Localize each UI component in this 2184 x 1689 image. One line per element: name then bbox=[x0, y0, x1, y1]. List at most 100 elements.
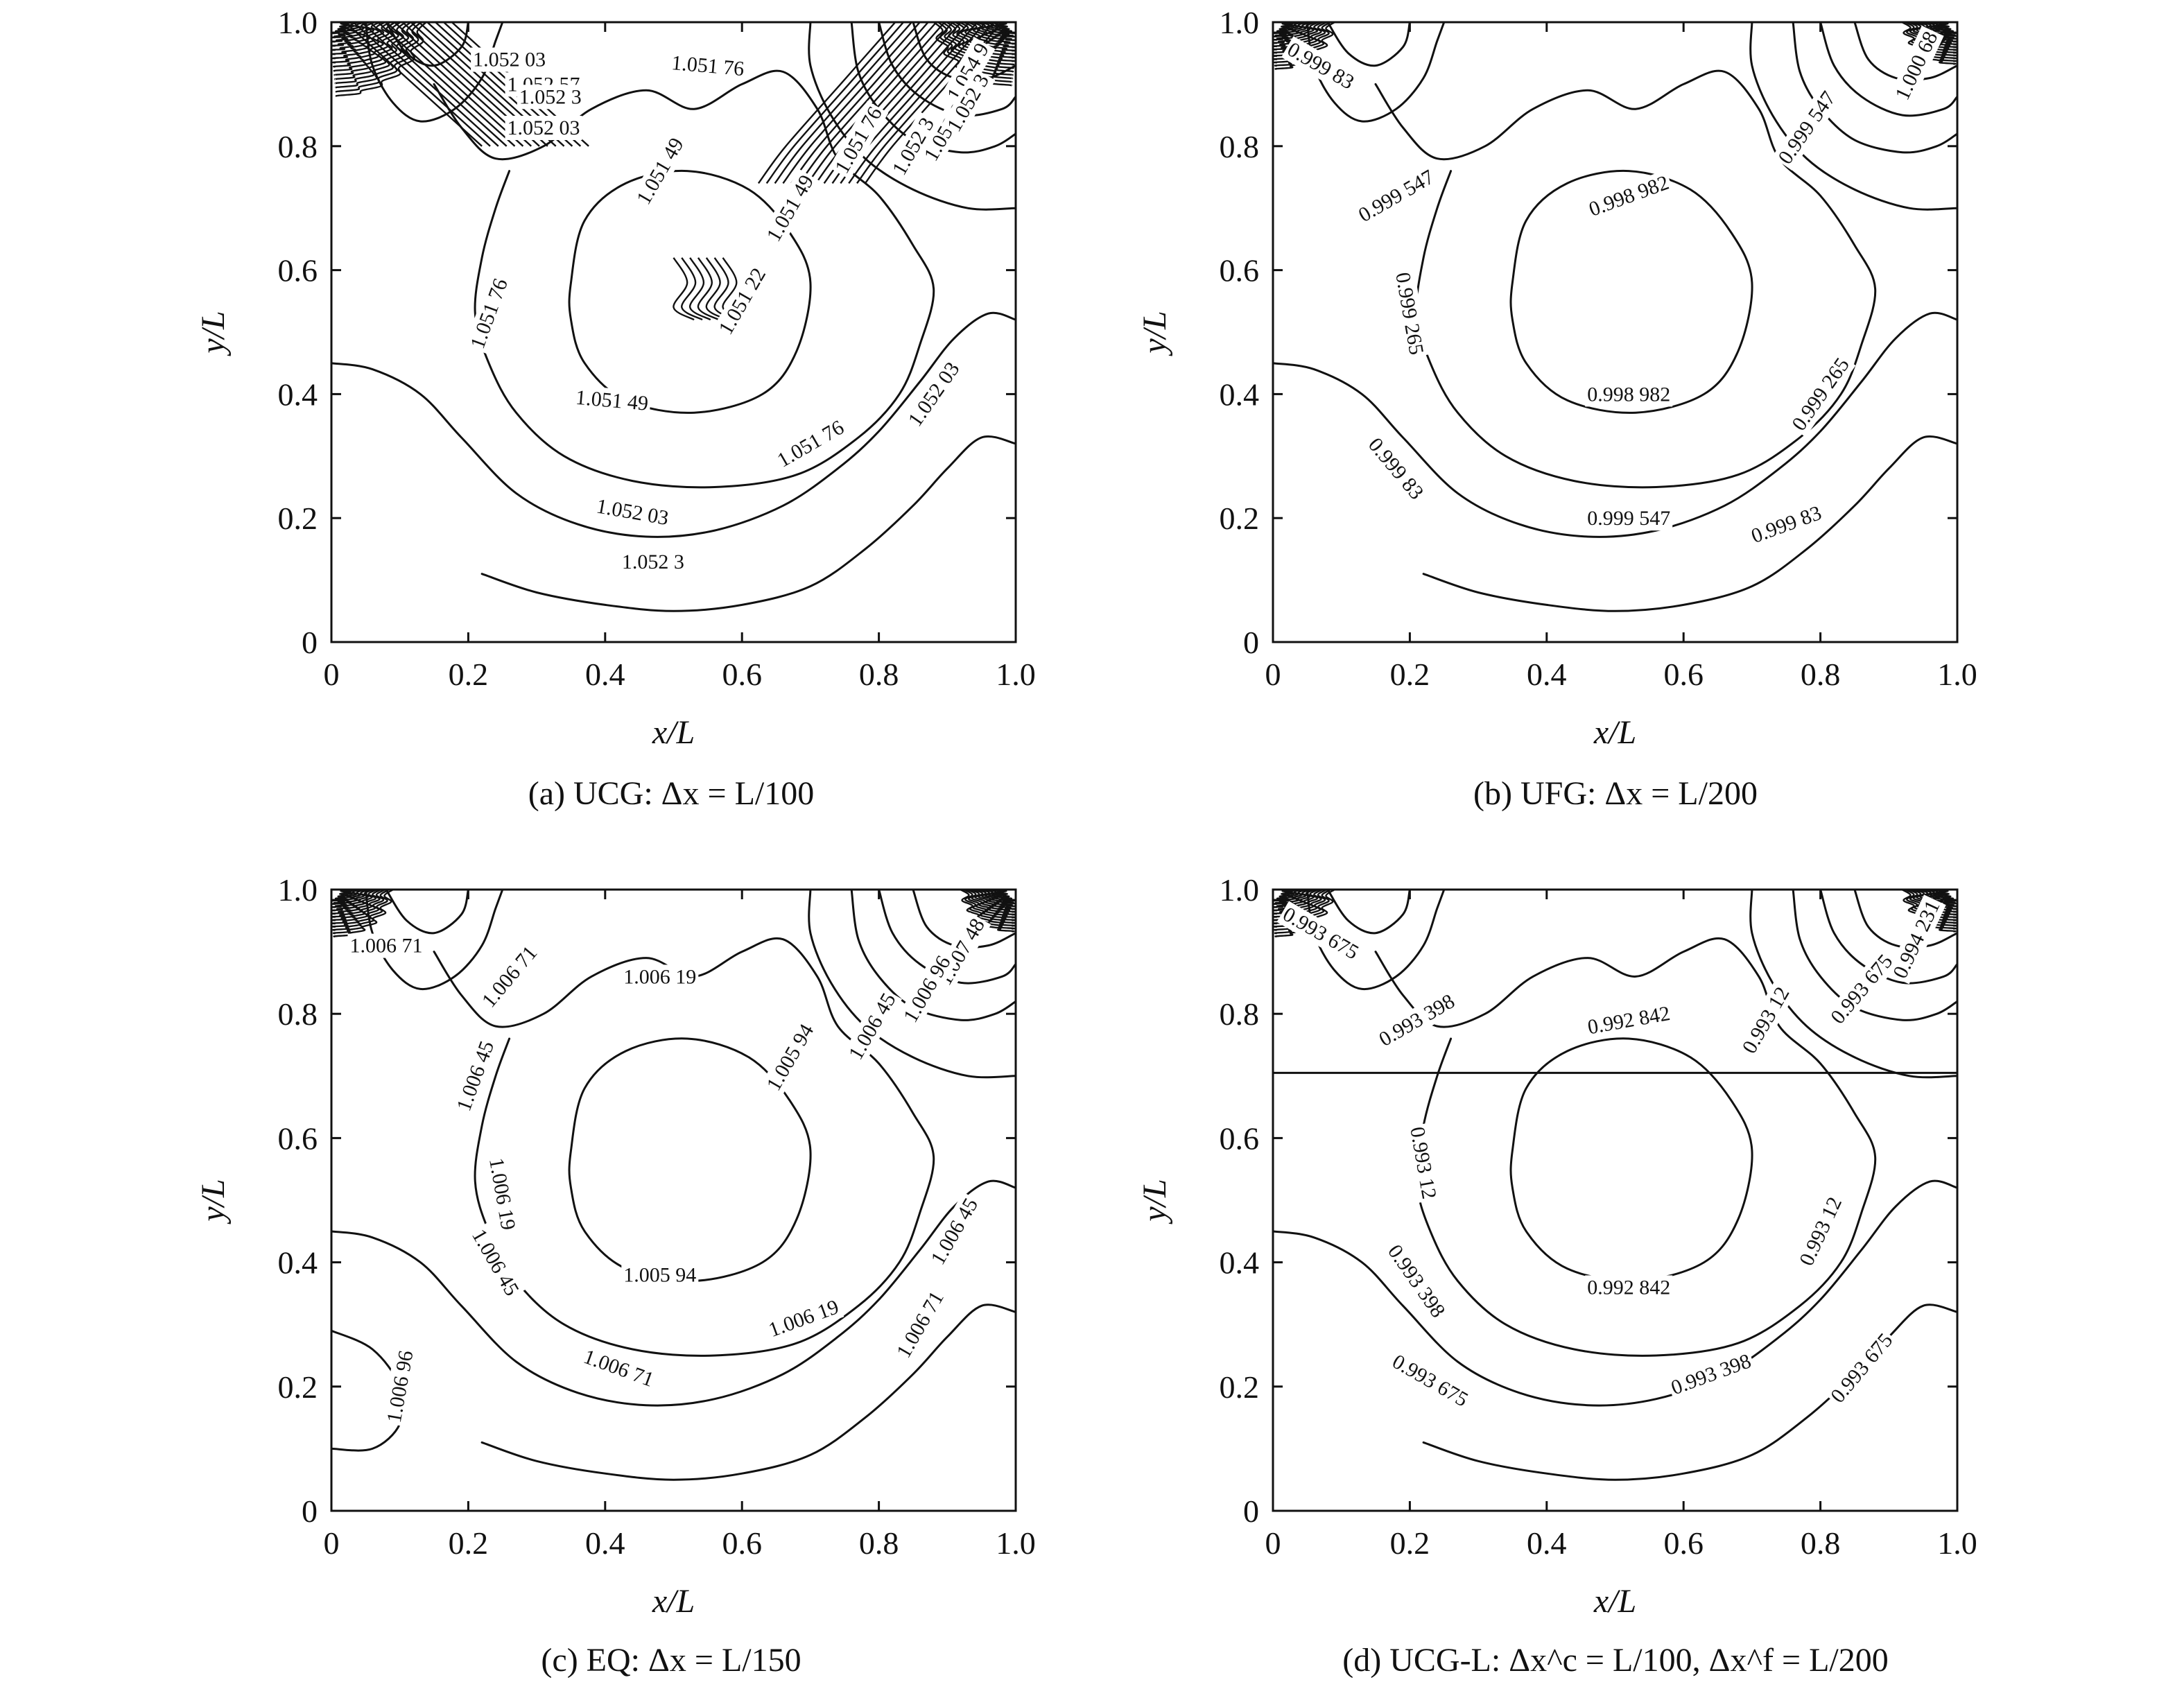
svg-text:1.006 45: 1.006 45 bbox=[467, 1225, 523, 1299]
svg-text:1.051 76: 1.051 76 bbox=[773, 416, 847, 472]
center-oscillation-contour bbox=[681, 257, 703, 321]
contour-value-label: 0.993 12 bbox=[1793, 1191, 1848, 1272]
contour-line bbox=[878, 22, 1016, 117]
x-tick-label: 0.8 bbox=[859, 1525, 899, 1561]
contour-value-label: 1.006 45 bbox=[451, 1035, 501, 1117]
svg-text:1.006 96: 1.006 96 bbox=[899, 952, 955, 1026]
contour-value-label: 0.999 547 bbox=[1585, 506, 1673, 531]
svg-text:1.006 71: 1.006 71 bbox=[478, 942, 542, 1012]
svg-text:1.052 3: 1.052 3 bbox=[622, 551, 684, 573]
contour-line bbox=[1819, 22, 1957, 117]
corner-oscillation-contour bbox=[333, 22, 401, 76]
contour-value-label: 1.006 19 bbox=[763, 1294, 844, 1344]
svg-text:1.006 71: 1.006 71 bbox=[892, 1288, 948, 1362]
x-axis-label: x/L bbox=[1593, 714, 1636, 751]
contour-value-label: 1.051 76 bbox=[829, 101, 889, 180]
svg-text:1.052 03: 1.052 03 bbox=[508, 116, 580, 139]
contour-line bbox=[364, 22, 504, 123]
x-tick-label: 0.4 bbox=[585, 1525, 625, 1561]
svg-text:1.051 76: 1.051 76 bbox=[670, 51, 745, 80]
contour-line bbox=[808, 890, 1016, 1079]
diagonal-oscillation-contour bbox=[757, 22, 896, 184]
contour-value-label: 1.051 76 bbox=[668, 50, 747, 82]
diagonal-oscillation-contour bbox=[807, 22, 946, 184]
svg-text:0.992 842: 0.992 842 bbox=[1587, 1276, 1670, 1299]
contour-value-label: 1.005 94 bbox=[621, 1263, 699, 1288]
x-tick-label: 0.2 bbox=[449, 1525, 489, 1561]
contour-value-label: 0.993 675 bbox=[1824, 1326, 1900, 1410]
y-tick-label: 0.4 bbox=[278, 376, 318, 412]
svg-text:0.999 547: 0.999 547 bbox=[1774, 87, 1840, 168]
panel-caption: (b) UFG: Δx = L/200 bbox=[1473, 775, 1758, 812]
svg-text:0.999 547: 0.999 547 bbox=[1355, 165, 1438, 227]
diagonal-oscillation-contour bbox=[774, 22, 912, 184]
y-tick-label: 1.0 bbox=[278, 5, 318, 40]
x-tick-label: 0.4 bbox=[1527, 1525, 1567, 1561]
y-tick-label: 0.6 bbox=[278, 253, 318, 288]
contour-value-label: 1.006 45 bbox=[842, 987, 903, 1066]
contour-value-label: 1.005 94 bbox=[760, 1018, 820, 1097]
svg-text:1.052 3: 1.052 3 bbox=[519, 85, 582, 108]
diagonal-oscillation-contour bbox=[352, 22, 491, 147]
y-axis-label: y/L bbox=[195, 311, 232, 356]
contour-panel-3: 1.006 71 1.006 71 1.006 19 1.007 481.006 96… bbox=[195, 872, 1036, 1679]
y-tick-label: 0 bbox=[1243, 625, 1259, 660]
y-tick-label: 1.0 bbox=[278, 872, 318, 908]
svg-text:0.998 982: 0.998 982 bbox=[1586, 171, 1672, 221]
contour-value-label: 0.993 398 bbox=[1665, 1348, 1757, 1401]
diagonal-oscillation-contour bbox=[799, 22, 937, 184]
svg-text:0.993 675: 0.993 675 bbox=[1826, 950, 1897, 1028]
y-tick-label: 0.2 bbox=[1220, 501, 1260, 536]
y-tick-label: 0 bbox=[302, 625, 318, 660]
x-tick-label: 0.2 bbox=[449, 657, 489, 692]
svg-text:1.051 76: 1.051 76 bbox=[466, 275, 512, 352]
y-tick-label: 0.8 bbox=[278, 996, 318, 1032]
y-tick-label: 0.6 bbox=[278, 1120, 318, 1156]
x-tick-label: 0 bbox=[1265, 657, 1281, 692]
y-axis-label: y/L bbox=[1136, 311, 1173, 356]
x-tick-label: 0 bbox=[324, 657, 340, 692]
contour-line bbox=[1749, 890, 1957, 1079]
y-tick-label: 0.6 bbox=[1220, 1120, 1260, 1156]
x-axis-label: x/L bbox=[652, 1583, 695, 1620]
corner-oscillation-contour bbox=[332, 22, 391, 68]
contour-value-label: 1.006 96 bbox=[381, 1346, 419, 1427]
corner-oscillation-contour bbox=[331, 890, 366, 915]
y-tick-label: 0.2 bbox=[278, 1369, 318, 1405]
contour-value-label: 1.006 45 bbox=[465, 1223, 526, 1302]
diagonal-oscillation-contour bbox=[377, 22, 516, 147]
corner-oscillation-contour bbox=[335, 22, 427, 97]
contour-line bbox=[1853, 22, 1957, 81]
corner-oscillation-contour bbox=[333, 22, 406, 80]
x-tick-label: 0 bbox=[324, 1525, 340, 1561]
plot-frame bbox=[1272, 888, 1959, 1512]
x-tick-label: 0.6 bbox=[722, 657, 762, 692]
y-tick-label: 0.8 bbox=[1220, 996, 1260, 1032]
center-oscillation-contour bbox=[689, 257, 711, 321]
y-tick-label: 0.2 bbox=[1220, 1369, 1260, 1405]
diagonal-oscillation-contour bbox=[848, 22, 987, 184]
panel-caption: (a) UCG: Δx = L/100 bbox=[528, 775, 815, 812]
svg-text:1.052 03: 1.052 03 bbox=[473, 49, 546, 71]
svg-text:1.006 19: 1.006 19 bbox=[623, 965, 696, 988]
contour-value-label: 0.999 265 bbox=[1785, 352, 1856, 438]
svg-text:0.999 547: 0.999 547 bbox=[1587, 507, 1670, 530]
contour-line bbox=[1749, 22, 1957, 211]
diagonal-oscillation-contour bbox=[782, 22, 921, 184]
contour-line bbox=[331, 311, 1016, 538]
svg-text:0.999 83: 0.999 83 bbox=[1364, 433, 1428, 504]
contour-value-label: 1.051 22 bbox=[712, 261, 772, 341]
panel-caption: (c) EQ: Δx = L/150 bbox=[541, 1642, 801, 1679]
contour-line bbox=[1422, 435, 1957, 612]
contour-panel-1: 1.052 3 1.052 03 1.051 76 1.052 03 1.051 49 1… bbox=[195, 5, 1036, 812]
contour-line bbox=[1509, 1037, 1753, 1283]
contour-value-label: 1.052 3 bbox=[619, 549, 686, 574]
svg-text:1.051 49: 1.051 49 bbox=[575, 386, 649, 415]
contour-line bbox=[1273, 311, 1957, 538]
svg-text:0.998 982: 0.998 982 bbox=[1587, 383, 1670, 406]
svg-text:1.006 71: 1.006 71 bbox=[350, 935, 423, 958]
contour-value-label: 1.006 96 bbox=[897, 949, 957, 1029]
svg-text:0.993 675: 0.993 675 bbox=[1826, 1329, 1897, 1408]
